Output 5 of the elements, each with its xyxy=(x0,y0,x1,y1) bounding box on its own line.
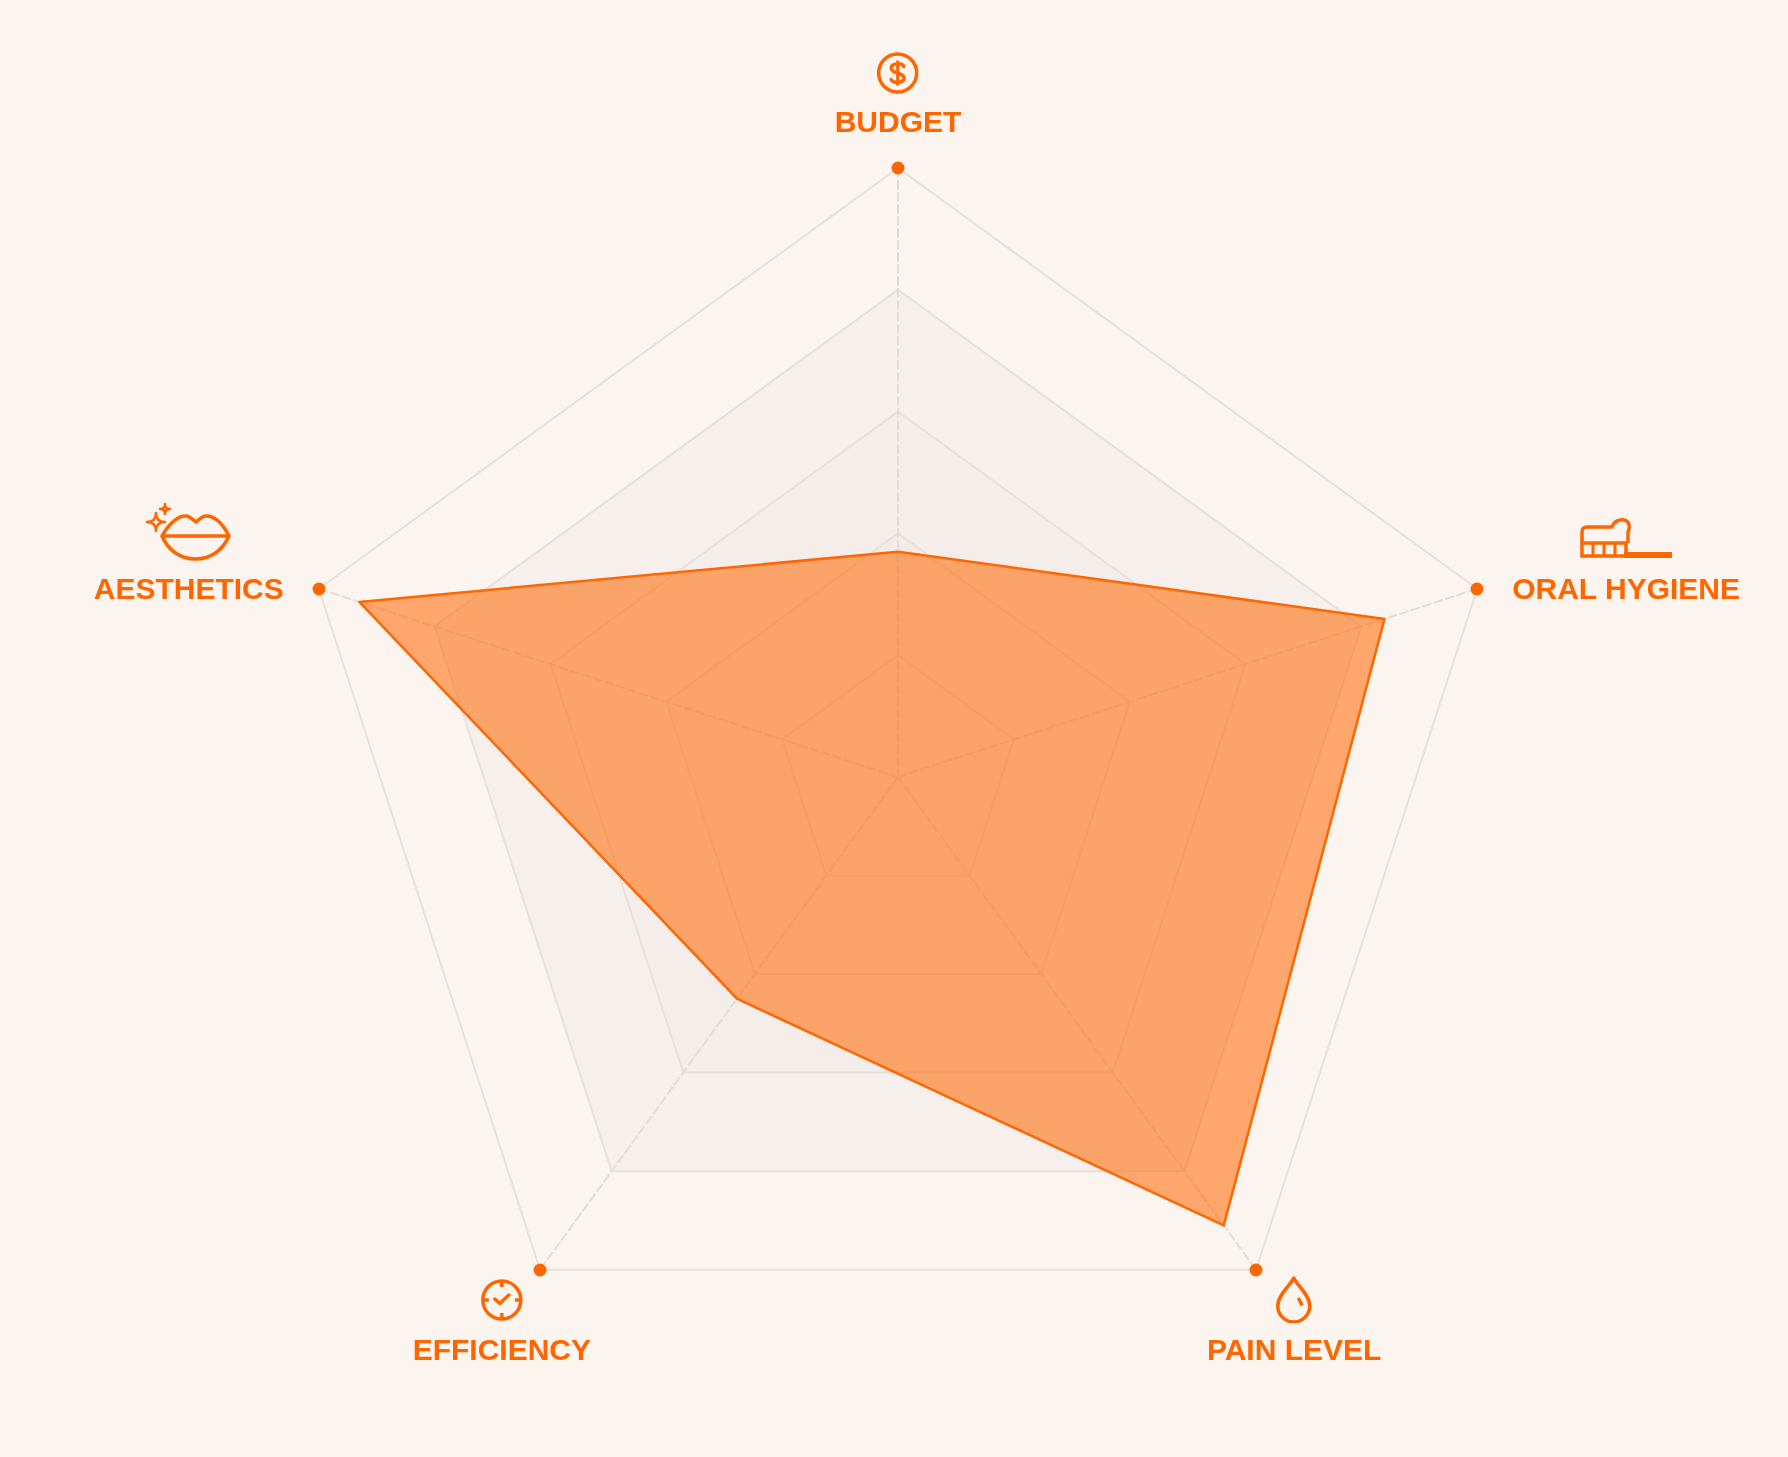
spoke-label: ORAL HYGIENE xyxy=(1512,571,1740,605)
spoke-label: PAIN LEVEL xyxy=(1206,1332,1382,1366)
spoke-label: AESTHETICS xyxy=(93,571,284,605)
spoke-label: BUDGET xyxy=(834,105,962,138)
spoke-label: EFFICIENCY xyxy=(412,1332,592,1366)
